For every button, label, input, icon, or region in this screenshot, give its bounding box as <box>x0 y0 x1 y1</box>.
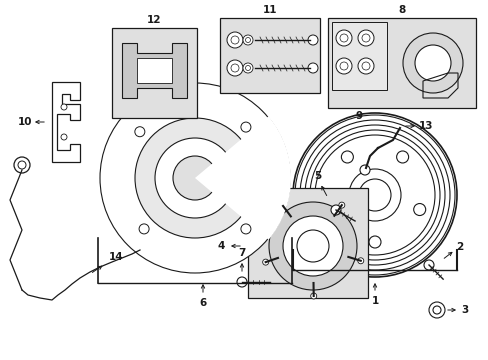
Text: 3: 3 <box>461 305 468 315</box>
Text: 11: 11 <box>262 5 277 15</box>
Circle shape <box>413 203 425 216</box>
Circle shape <box>173 156 217 200</box>
Circle shape <box>100 83 289 273</box>
Circle shape <box>230 36 239 44</box>
Circle shape <box>307 35 317 45</box>
Circle shape <box>357 30 373 46</box>
Text: 8: 8 <box>398 5 405 15</box>
Circle shape <box>241 224 250 234</box>
Circle shape <box>361 34 369 42</box>
Circle shape <box>243 35 252 45</box>
Circle shape <box>268 202 356 290</box>
Circle shape <box>283 216 342 276</box>
Circle shape <box>135 118 254 238</box>
FancyBboxPatch shape <box>327 18 475 108</box>
Text: 7: 7 <box>238 248 245 258</box>
Circle shape <box>245 37 250 42</box>
Circle shape <box>280 203 285 209</box>
Circle shape <box>423 260 433 270</box>
Circle shape <box>368 236 380 248</box>
Circle shape <box>338 202 344 208</box>
Circle shape <box>357 258 363 264</box>
Circle shape <box>414 45 450 81</box>
Circle shape <box>339 62 347 70</box>
Circle shape <box>245 66 250 71</box>
Circle shape <box>428 302 444 318</box>
Circle shape <box>226 60 243 76</box>
FancyBboxPatch shape <box>331 22 386 90</box>
Circle shape <box>361 62 369 70</box>
Circle shape <box>335 30 351 46</box>
Circle shape <box>324 203 336 216</box>
Circle shape <box>262 259 268 265</box>
Circle shape <box>61 134 67 140</box>
Circle shape <box>296 230 328 262</box>
Text: 1: 1 <box>370 296 378 306</box>
Circle shape <box>396 151 408 163</box>
Circle shape <box>241 122 250 132</box>
Circle shape <box>135 127 144 137</box>
Circle shape <box>339 34 347 42</box>
Circle shape <box>402 33 462 93</box>
Circle shape <box>155 138 235 218</box>
Circle shape <box>341 151 353 163</box>
FancyBboxPatch shape <box>247 188 367 298</box>
Polygon shape <box>122 43 186 98</box>
Circle shape <box>335 58 351 74</box>
Circle shape <box>310 293 316 299</box>
FancyBboxPatch shape <box>137 58 172 83</box>
Circle shape <box>226 32 243 48</box>
Text: 10: 10 <box>18 117 32 127</box>
Text: 9: 9 <box>355 111 362 121</box>
Text: 14: 14 <box>108 252 123 262</box>
Text: 6: 6 <box>199 298 206 308</box>
Text: 12: 12 <box>146 15 161 25</box>
FancyBboxPatch shape <box>112 28 197 118</box>
Text: 5: 5 <box>314 171 321 181</box>
Text: 13: 13 <box>418 121 432 131</box>
Circle shape <box>230 64 239 72</box>
Text: 4: 4 <box>217 241 224 251</box>
FancyBboxPatch shape <box>220 18 319 93</box>
Wedge shape <box>195 116 290 240</box>
Circle shape <box>432 306 440 314</box>
Circle shape <box>18 161 26 169</box>
Circle shape <box>359 165 369 175</box>
Circle shape <box>307 63 317 73</box>
Circle shape <box>61 104 67 110</box>
Circle shape <box>139 224 149 234</box>
Circle shape <box>14 157 30 173</box>
Circle shape <box>237 277 246 287</box>
Text: 2: 2 <box>455 242 463 252</box>
Circle shape <box>357 58 373 74</box>
Circle shape <box>330 205 340 215</box>
Circle shape <box>243 63 252 73</box>
